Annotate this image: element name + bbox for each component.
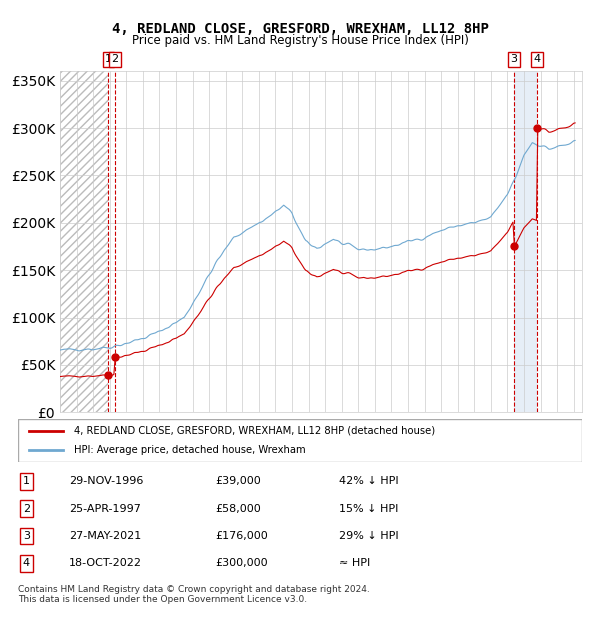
Text: 4: 4 [533,55,541,64]
Text: 1: 1 [23,476,30,486]
Text: 29% ↓ HPI: 29% ↓ HPI [340,531,399,541]
Text: 42% ↓ HPI: 42% ↓ HPI [340,476,399,486]
Text: 1: 1 [105,55,112,64]
Text: 29-NOV-1996: 29-NOV-1996 [69,476,143,486]
Text: £58,000: £58,000 [215,503,261,513]
Text: 3: 3 [23,531,30,541]
Text: 4, REDLAND CLOSE, GRESFORD, WREXHAM, LL12 8HP (detached house): 4, REDLAND CLOSE, GRESFORD, WREXHAM, LL1… [74,426,436,436]
Text: 3: 3 [511,55,518,64]
FancyBboxPatch shape [18,418,582,462]
Text: 18-OCT-2022: 18-OCT-2022 [69,558,142,568]
Text: 4, REDLAND CLOSE, GRESFORD, WREXHAM, LL12 8HP: 4, REDLAND CLOSE, GRESFORD, WREXHAM, LL1… [112,22,488,36]
Text: Contains HM Land Registry data © Crown copyright and database right 2024.
This d: Contains HM Land Registry data © Crown c… [18,585,370,604]
Text: £300,000: £300,000 [215,558,268,568]
Text: 25-APR-1997: 25-APR-1997 [69,503,140,513]
Text: ≈ HPI: ≈ HPI [340,558,371,568]
Text: 2: 2 [23,503,30,513]
Text: £176,000: £176,000 [215,531,268,541]
Bar [60,71,108,412]
Text: 15% ↓ HPI: 15% ↓ HPI [340,503,399,513]
Text: 4: 4 [23,558,30,568]
Text: 2: 2 [112,55,119,64]
Bar [514,71,537,412]
Text: £39,000: £39,000 [215,476,261,486]
Text: Price paid vs. HM Land Registry's House Price Index (HPI): Price paid vs. HM Land Registry's House … [131,34,469,47]
Text: 27-MAY-2021: 27-MAY-2021 [69,531,141,541]
Text: HPI: Average price, detached house, Wrexham: HPI: Average price, detached house, Wrex… [74,445,306,454]
